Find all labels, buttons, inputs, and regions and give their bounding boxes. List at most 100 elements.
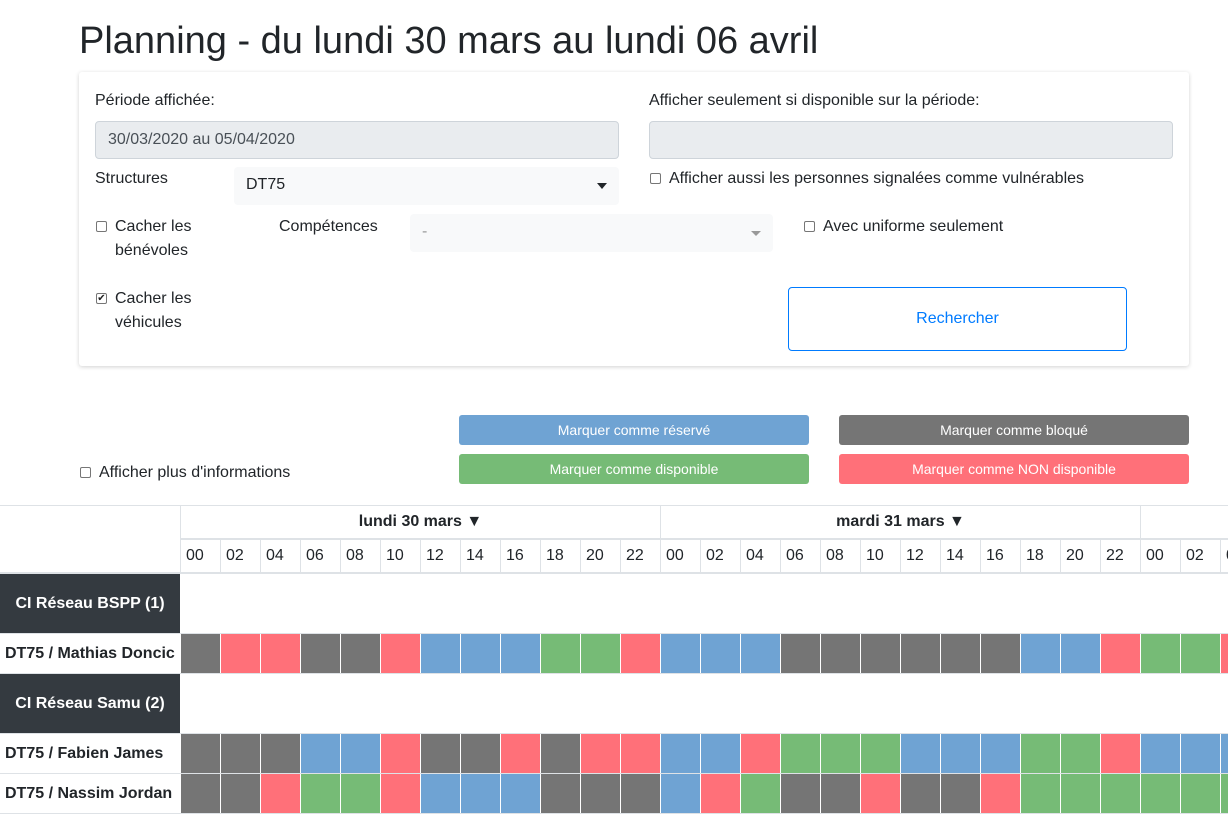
slot-cell[interactable]: [700, 734, 740, 773]
slot-cell[interactable]: [820, 774, 860, 813]
slot-cell[interactable]: [780, 634, 820, 673]
slot-cell[interactable]: [1020, 774, 1060, 813]
slot-cell[interactable]: [1100, 634, 1140, 673]
slot-cell[interactable]: [420, 774, 460, 813]
person-name[interactable]: DT75 / Fabien James: [5, 745, 164, 762]
day-header-tuesday[interactable]: mardi 31 mars ▼: [660, 506, 1140, 538]
slot-cell[interactable]: [180, 634, 220, 673]
slot-cell[interactable]: [380, 774, 420, 813]
slot-cell[interactable]: [660, 734, 700, 773]
slot-cell[interactable]: [1180, 774, 1220, 813]
marquer-disponible-button[interactable]: Marquer comme disponible: [459, 454, 809, 484]
slot-cell[interactable]: [660, 634, 700, 673]
slot-cell[interactable]: [340, 774, 380, 813]
slot-cell[interactable]: [1180, 634, 1220, 673]
person-name[interactable]: DT75 / Nassim Jordan: [5, 785, 173, 802]
cacher-vehicules-checkbox[interactable]: ✔: [96, 293, 107, 304]
slot-cell[interactable]: [500, 634, 540, 673]
slot-cell[interactable]: [1100, 734, 1140, 773]
periode-input[interactable]: 30/03/2020 au 05/04/2020: [95, 121, 619, 159]
slot-cell[interactable]: [1060, 774, 1100, 813]
slot-cell[interactable]: [300, 634, 340, 673]
slot-cell[interactable]: [340, 634, 380, 673]
slot-cell[interactable]: [540, 734, 580, 773]
slot-cell[interactable]: [940, 734, 980, 773]
marquer-reserve-button[interactable]: Marquer comme réservé: [459, 415, 809, 445]
person-name[interactable]: DT75 / Mathias Doncic: [5, 645, 175, 662]
slot-cell[interactable]: [460, 734, 500, 773]
slot-cell[interactable]: [620, 734, 660, 773]
slot-cell[interactable]: [980, 634, 1020, 673]
slot-cell[interactable]: [1060, 634, 1100, 673]
slot-cell[interactable]: [940, 634, 980, 673]
day-header-monday[interactable]: lundi 30 mars ▼: [180, 506, 660, 538]
slot-cell[interactable]: [1020, 734, 1060, 773]
marquer-bloque-button[interactable]: Marquer comme bloqué: [839, 415, 1189, 445]
slot-cell[interactable]: [700, 634, 740, 673]
structures-select[interactable]: DT75: [234, 167, 619, 205]
slot-cell[interactable]: [340, 734, 380, 773]
dispo-input[interactable]: [649, 121, 1173, 159]
uniforme-checkbox[interactable]: [804, 221, 815, 232]
slot-cell[interactable]: [780, 774, 820, 813]
slot-cell[interactable]: [380, 634, 420, 673]
slot-cell[interactable]: [500, 734, 540, 773]
slot-cell[interactable]: [1020, 634, 1060, 673]
slot-cell[interactable]: [1180, 734, 1220, 773]
slot-cell[interactable]: [260, 634, 300, 673]
slot-cell[interactable]: [260, 734, 300, 773]
slot-cell[interactable]: [780, 734, 820, 773]
slot-cell[interactable]: [740, 734, 780, 773]
slot-cell[interactable]: [820, 734, 860, 773]
slot-cell[interactable]: [300, 734, 340, 773]
vulnerables-checkbox[interactable]: [650, 173, 661, 184]
slot-cell[interactable]: [1100, 774, 1140, 813]
slot-cell[interactable]: [740, 774, 780, 813]
slot-cell[interactable]: [900, 634, 940, 673]
slot-cell[interactable]: [740, 634, 780, 673]
plus-infos-checkbox[interactable]: [80, 467, 91, 478]
slot-cell[interactable]: [1060, 734, 1100, 773]
day-header-next[interactable]: [1140, 506, 1228, 538]
competences-select[interactable]: -: [410, 214, 773, 252]
slot-cell[interactable]: [980, 734, 1020, 773]
slot-cell[interactable]: [860, 634, 900, 673]
slot-cell[interactable]: [940, 774, 980, 813]
slot-cell[interactable]: [980, 774, 1020, 813]
slot-cell[interactable]: [420, 634, 460, 673]
slot-cell[interactable]: [180, 774, 220, 813]
slot-cell[interactable]: [1140, 734, 1180, 773]
slot-cell[interactable]: [1220, 734, 1228, 773]
slot-cell[interactable]: [580, 734, 620, 773]
slot-cell[interactable]: [540, 774, 580, 813]
cacher-benevoles-checkbox[interactable]: [96, 221, 107, 232]
slot-cell[interactable]: [1220, 774, 1228, 813]
slot-cell[interactable]: [220, 634, 260, 673]
slot-cell[interactable]: [660, 774, 700, 813]
slot-cell[interactable]: [860, 734, 900, 773]
slot-cell[interactable]: [460, 634, 500, 673]
slot-cell[interactable]: [700, 774, 740, 813]
slot-cell[interactable]: [900, 774, 940, 813]
marquer-non-disponible-button[interactable]: Marquer comme NON disponible: [839, 454, 1189, 484]
slot-cell[interactable]: [380, 734, 420, 773]
slot-cell[interactable]: [580, 634, 620, 673]
slot-cell[interactable]: [500, 774, 540, 813]
slot-cell[interactable]: [540, 634, 580, 673]
slot-cell[interactable]: [620, 774, 660, 813]
slot-cell[interactable]: [900, 734, 940, 773]
rechercher-button[interactable]: Rechercher: [788, 287, 1127, 351]
slot-cell[interactable]: [420, 734, 460, 773]
slot-cell[interactable]: [1140, 634, 1180, 673]
slot-cell[interactable]: [820, 634, 860, 673]
slot-cell[interactable]: [260, 774, 300, 813]
slot-cell[interactable]: [460, 774, 500, 813]
slot-cell[interactable]: [1140, 774, 1180, 813]
slot-cell[interactable]: [220, 774, 260, 813]
slot-cell[interactable]: [180, 734, 220, 773]
slot-cell[interactable]: [620, 634, 660, 673]
slot-cell[interactable]: [860, 774, 900, 813]
slot-cell[interactable]: [220, 734, 260, 773]
slot-cell[interactable]: [300, 774, 340, 813]
slot-cell[interactable]: [580, 774, 620, 813]
